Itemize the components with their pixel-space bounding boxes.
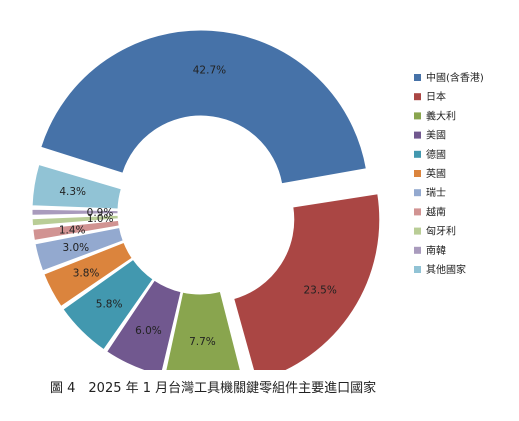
slice-6 — [34, 226, 124, 272]
slice-label-9: 0.9% — [87, 207, 114, 219]
slice-0 — [40, 29, 367, 185]
legend-label-6: 瑞士 — [426, 186, 446, 199]
legend-label-2: 義大利 — [426, 109, 456, 122]
donut-slices — [31, 29, 381, 370]
slice-label-1: 23.5% — [303, 285, 336, 297]
slice-3 — [105, 279, 182, 370]
slice-7 — [32, 219, 120, 241]
legend-swatch-9 — [414, 246, 421, 254]
slice-4 — [62, 258, 154, 351]
legend-swatch-1 — [414, 93, 421, 101]
slice-5 — [43, 241, 133, 308]
slice-label-3: 6.0% — [135, 325, 162, 337]
legend-label-4: 德國 — [426, 148, 446, 161]
slice-label-10: 4.3% — [59, 186, 86, 198]
legend-label-9: 南韓 — [426, 244, 446, 257]
legend-swatch-7 — [414, 208, 421, 216]
slice-2 — [165, 290, 241, 370]
slice-label-8: 1.0% — [87, 213, 114, 225]
slice-10 — [31, 163, 122, 210]
legend-label-5: 英國 — [426, 167, 446, 180]
slice-1 — [233, 193, 381, 370]
slice-label-0: 42.7% — [193, 64, 226, 76]
slice-label-2: 7.7% — [189, 336, 216, 348]
legend-swatch-8 — [414, 227, 421, 235]
legend-swatch-2 — [414, 112, 421, 120]
legend-label-10: 其他國家 — [426, 263, 466, 276]
legend-swatch-0 — [414, 74, 421, 81]
legend-swatch-3 — [414, 131, 421, 139]
slice-label-7: 1.4% — [59, 225, 86, 237]
legend-swatch-10 — [414, 266, 421, 273]
legend-label-7: 越南 — [426, 205, 446, 218]
legend-label-0: 中國(含香港) — [426, 71, 484, 84]
slice-label-6: 3.0% — [62, 242, 89, 254]
legend-label-3: 美國 — [426, 129, 446, 142]
slice-label-4: 5.8% — [96, 299, 123, 311]
slice-labels: 42.7% 23.5% 7.7% 6.0% 5.8% 3.8% 3.0% 1.4%1.0%0.… — [59, 64, 337, 348]
figure-caption: 圖 4 2025 年 1 月台灣工具機關鍵零組件主要進口國家 — [50, 381, 377, 396]
slice-9 — [31, 208, 119, 216]
legend-swatch-6 — [414, 189, 421, 197]
legend-swatch-5 — [414, 170, 421, 177]
legend-swatch-4 — [414, 150, 421, 158]
donut-chart: 42.7% 23.5% 7.7% 6.0% 5.8% 3.8% 3.0% 1.4%1.0%0.… — [31, 29, 484, 370]
slice-8 — [31, 214, 119, 227]
slice-label-5: 3.8% — [73, 267, 100, 279]
legend-label-1: 日本 — [426, 90, 446, 103]
legend-label-8: 匈牙利 — [426, 225, 456, 238]
